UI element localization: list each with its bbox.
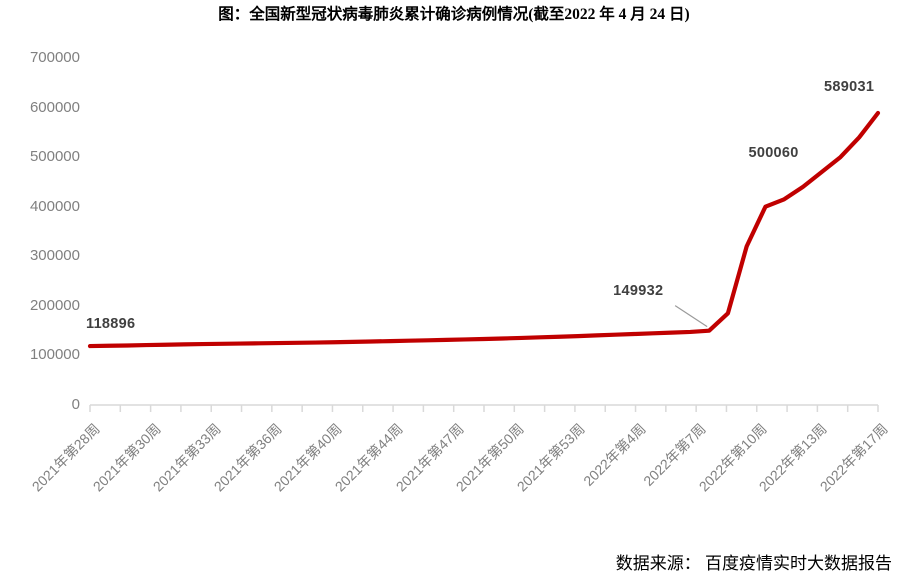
y-axis-tick-label: 300000 — [29, 247, 80, 265]
y-axis-tick-labels: 0 100000 200000 300000 400000 500000 600000 700… — [8, 0, 80, 582]
y-axis-tick-label: 200000 — [29, 296, 80, 314]
data-value-label: 118896 — [86, 316, 136, 333]
y-axis-tick-label: 400000 — [29, 197, 80, 215]
leader-line — [674, 305, 708, 328]
annotation-leader-line — [674, 305, 708, 328]
y-axis-tick-label: 500000 — [29, 148, 80, 166]
chart-title: 图：全国新型冠状病毒肺炎累计确诊病例情况(截至2022 年 4 月 24 日) — [218, 6, 690, 23]
source-note: 数据来源： 百度疫情实时大数据报告 — [615, 554, 892, 573]
data-value-label: 589031 — [824, 79, 875, 95]
data-series-line — [87, 110, 881, 349]
y-axis-tick-label: 0 — [71, 396, 80, 413]
x-axis — [89, 404, 879, 412]
y-axis-tick-label: 600000 — [29, 98, 80, 116]
data-value-label: 500060 — [748, 145, 799, 162]
y-axis-tick-label: 700000 — [29, 49, 80, 66]
y-axis-tick-label: 100000 — [29, 346, 80, 364]
series-line — [87, 110, 881, 349]
data-value-label: 149932 — [613, 282, 664, 299]
